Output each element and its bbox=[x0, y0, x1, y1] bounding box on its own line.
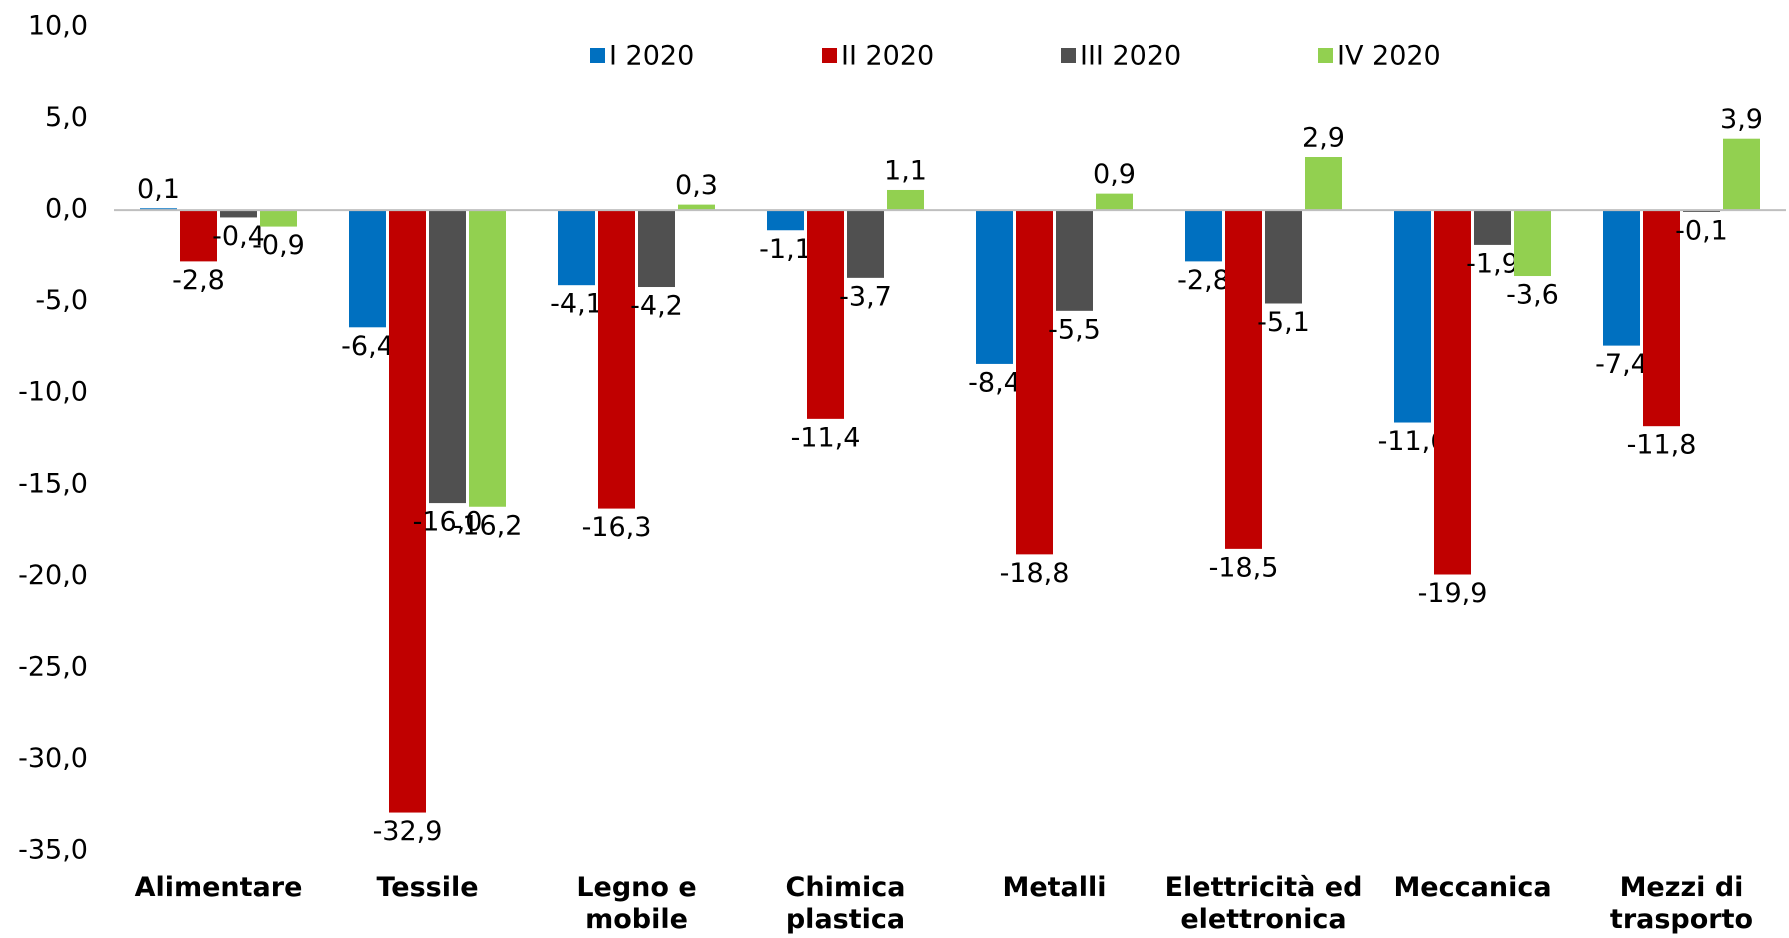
bar bbox=[1723, 138, 1760, 211]
y-tick-label: 0,0 bbox=[45, 194, 88, 225]
data-label: -19,9 bbox=[1418, 578, 1488, 609]
x-tick-label: Chimica plastica bbox=[785, 872, 906, 935]
data-label: -7,4 bbox=[1595, 349, 1648, 380]
bar bbox=[1096, 193, 1133, 211]
bar bbox=[558, 210, 595, 286]
legend-swatch bbox=[590, 48, 605, 63]
data-label: -11,8 bbox=[1627, 430, 1697, 461]
bar bbox=[1225, 210, 1262, 549]
data-label: -3,7 bbox=[839, 281, 892, 312]
bar bbox=[1474, 210, 1511, 245]
legend-swatch bbox=[1318, 48, 1333, 63]
data-label: 0,3 bbox=[675, 170, 718, 201]
bar bbox=[807, 210, 844, 419]
bar bbox=[638, 210, 675, 288]
legend-label: IV 2020 bbox=[1337, 41, 1441, 72]
x-tick-label: Mezzi di trasporto bbox=[1609, 872, 1754, 935]
bar bbox=[260, 210, 297, 227]
bar bbox=[976, 210, 1013, 364]
bar bbox=[389, 210, 426, 813]
bar bbox=[349, 210, 386, 328]
x-tick-label: Legno e mobile bbox=[576, 872, 697, 935]
bar bbox=[887, 189, 924, 211]
data-label: -6,4 bbox=[341, 331, 394, 362]
data-label: -11,4 bbox=[791, 422, 861, 453]
bar bbox=[469, 210, 506, 507]
data-label: 1,1 bbox=[884, 155, 927, 186]
bar bbox=[598, 210, 635, 509]
data-label: -0,9 bbox=[252, 230, 305, 261]
data-label: -18,8 bbox=[1000, 558, 1070, 589]
data-label: -4,2 bbox=[630, 291, 683, 322]
bar bbox=[1434, 210, 1471, 575]
y-tick-label: -35,0 bbox=[18, 835, 88, 866]
y-tick-label: 10,0 bbox=[28, 11, 88, 42]
x-tick-label: Elettricità ed elettronica bbox=[1164, 872, 1363, 935]
bar bbox=[678, 204, 715, 211]
data-label: 2,9 bbox=[1302, 123, 1345, 154]
data-label: -16,0 bbox=[413, 507, 483, 538]
data-label: -16,2 bbox=[453, 510, 523, 541]
data-label: -1,9 bbox=[1466, 248, 1519, 279]
bar bbox=[1056, 210, 1093, 311]
data-label: -16,3 bbox=[582, 512, 652, 543]
y-tick-label: -25,0 bbox=[18, 651, 88, 682]
legend-swatch bbox=[1061, 48, 1076, 63]
y-tick-label: -15,0 bbox=[18, 468, 88, 499]
data-label: -4,1 bbox=[550, 289, 603, 320]
bar bbox=[1185, 210, 1222, 262]
x-tick-label: Meccanica bbox=[1393, 872, 1552, 903]
y-tick-label: -5,0 bbox=[35, 285, 88, 316]
y-tick-label: -30,0 bbox=[18, 743, 88, 774]
legend-label: I 2020 bbox=[609, 41, 694, 72]
data-label: -1,1 bbox=[759, 234, 812, 265]
bar bbox=[767, 210, 804, 231]
y-tick-label: -10,0 bbox=[18, 377, 88, 408]
data-label: 3,9 bbox=[1720, 104, 1763, 135]
bar bbox=[1603, 210, 1640, 346]
y-tick-label: -20,0 bbox=[18, 560, 88, 591]
x-tick-label: Tessile bbox=[376, 872, 479, 903]
data-label: -5,1 bbox=[1257, 307, 1310, 338]
x-tick-label: Alimentare bbox=[134, 872, 303, 903]
data-label: 0,1 bbox=[137, 174, 180, 205]
data-label: -3,6 bbox=[1506, 280, 1559, 311]
y-tick-label: 5,0 bbox=[45, 102, 88, 133]
data-label: -2,8 bbox=[172, 265, 225, 296]
data-label: -2,8 bbox=[1177, 265, 1230, 296]
bar bbox=[847, 210, 884, 278]
bar bbox=[1016, 210, 1053, 555]
data-label: -8,4 bbox=[968, 367, 1021, 398]
legend-label: III 2020 bbox=[1080, 41, 1181, 72]
data-label: -0,4 bbox=[212, 221, 265, 252]
bar bbox=[1643, 210, 1680, 427]
data-label: 0,9 bbox=[1093, 159, 1136, 190]
legend-swatch bbox=[822, 48, 837, 63]
data-label: -5,5 bbox=[1048, 314, 1101, 345]
bar bbox=[180, 210, 217, 262]
data-label: -0,1 bbox=[1675, 215, 1728, 246]
x-tick-label: Metalli bbox=[1002, 872, 1107, 903]
legend-label: II 2020 bbox=[841, 41, 934, 72]
bar bbox=[1305, 157, 1342, 211]
bar bbox=[429, 210, 466, 504]
bar bbox=[1265, 210, 1302, 304]
data-label: -18,5 bbox=[1209, 552, 1279, 583]
bar bbox=[220, 210, 257, 218]
data-label: -32,9 bbox=[373, 816, 443, 847]
bar bbox=[1514, 210, 1551, 277]
bar bbox=[1394, 210, 1431, 423]
